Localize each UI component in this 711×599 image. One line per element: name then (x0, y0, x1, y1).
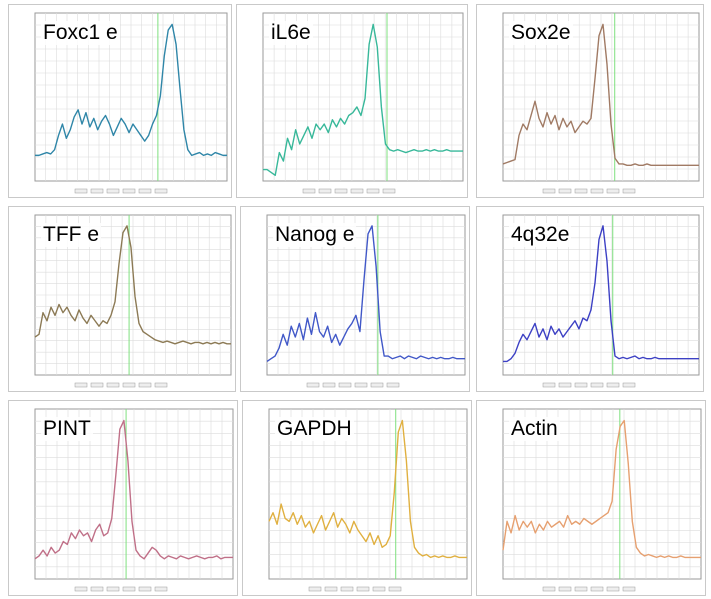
panel-title: Foxc1 e (41, 21, 120, 45)
data-series-line (502, 23, 699, 167)
control-box[interactable] (324, 586, 338, 592)
panel-title: Sox2e (509, 21, 573, 45)
chart-panel-2: Sox2e (476, 4, 704, 198)
control-box[interactable] (590, 586, 604, 592)
data-series-line (34, 225, 231, 345)
control-box[interactable] (122, 382, 136, 388)
control-box[interactable] (558, 382, 572, 388)
control-box[interactable] (334, 188, 348, 194)
data-series-line (263, 23, 463, 177)
control-box[interactable] (622, 586, 636, 592)
control-box[interactable] (74, 586, 88, 592)
control-box[interactable] (106, 188, 120, 194)
control-box[interactable] (366, 188, 380, 194)
chart-svg (502, 408, 702, 592)
control-box[interactable] (622, 188, 636, 194)
control-box[interactable] (574, 382, 588, 388)
control-box[interactable] (542, 586, 556, 592)
control-box[interactable] (622, 382, 636, 388)
panel-title: TFF e (41, 223, 101, 247)
control-box[interactable] (318, 188, 332, 194)
control-box[interactable] (308, 586, 322, 592)
data-series-line (35, 23, 227, 157)
control-box[interactable] (122, 586, 136, 592)
chart-panel-7: GAPDH (242, 400, 472, 596)
control-box[interactable] (388, 586, 402, 592)
data-series-line (503, 225, 699, 363)
control-box[interactable] (350, 188, 364, 194)
control-box[interactable] (154, 586, 168, 592)
control-box[interactable] (106, 382, 120, 388)
control-box[interactable] (122, 188, 136, 194)
panel-title: Nanog e (273, 223, 357, 247)
chart-panel-4: Nanog e (240, 206, 470, 392)
control-box[interactable] (542, 188, 556, 194)
control-box[interactable] (356, 586, 370, 592)
control-box[interactable] (574, 586, 588, 592)
control-box[interactable] (302, 188, 316, 194)
control-box[interactable] (606, 382, 620, 388)
panel-title: 4q32e (509, 223, 572, 247)
chart-panel-1: iL6e (236, 4, 468, 198)
data-series-line (34, 419, 233, 560)
control-box[interactable] (138, 188, 152, 194)
chart-panel-6: PINT (8, 400, 238, 596)
control-box[interactable] (558, 586, 572, 592)
control-box[interactable] (558, 188, 572, 194)
control-box[interactable] (386, 382, 400, 388)
control-box[interactable] (338, 382, 352, 388)
control-box[interactable] (370, 382, 384, 388)
panel-title: Actin (509, 417, 560, 441)
panel-title: PINT (41, 417, 93, 441)
control-box[interactable] (574, 188, 588, 194)
control-box[interactable] (74, 188, 88, 194)
data-series-line (268, 419, 467, 559)
control-box[interactable] (90, 382, 104, 388)
data-series-line (266, 225, 465, 363)
control-box[interactable] (138, 586, 152, 592)
control-box[interactable] (354, 382, 368, 388)
chart-panel-5: 4q32e (476, 206, 704, 392)
control-box[interactable] (372, 586, 386, 592)
control-box[interactable] (606, 188, 620, 194)
panel-title: iL6e (269, 21, 313, 45)
control-box[interactable] (382, 188, 396, 194)
control-box[interactable] (340, 586, 354, 592)
control-box[interactable] (606, 586, 620, 592)
control-box[interactable] (306, 382, 320, 388)
control-box[interactable] (154, 188, 168, 194)
control-box[interactable] (106, 586, 120, 592)
control-box[interactable] (154, 382, 168, 388)
control-box[interactable] (590, 188, 604, 194)
control-box[interactable] (542, 382, 556, 388)
control-box[interactable] (90, 586, 104, 592)
chart-panel-8: Actin (476, 400, 706, 596)
control-box[interactable] (74, 382, 88, 388)
control-box[interactable] (90, 188, 104, 194)
control-box[interactable] (322, 382, 336, 388)
data-series-line (502, 419, 701, 559)
chart-panel-0: Foxc1 e (8, 4, 232, 198)
panel-title: GAPDH (275, 417, 354, 441)
chart-svg (34, 408, 234, 592)
control-box[interactable] (590, 382, 604, 388)
chart-panel-3: TFF e (8, 206, 236, 392)
control-box[interactable] (138, 382, 152, 388)
